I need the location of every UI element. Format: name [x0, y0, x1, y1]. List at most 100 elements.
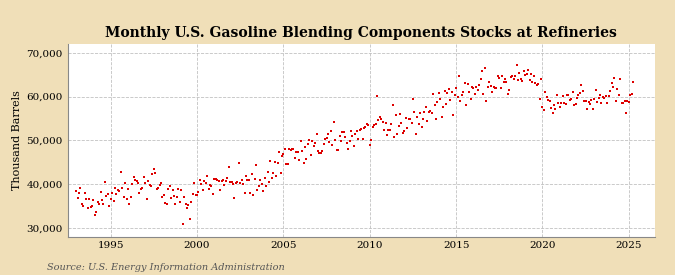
- Point: [254, 183, 265, 188]
- Point: [593, 95, 604, 100]
- Point: [360, 125, 371, 129]
- Point: [166, 196, 177, 200]
- Point: [438, 105, 449, 109]
- Point: [399, 128, 410, 133]
- Point: [556, 100, 566, 105]
- Point: [281, 162, 292, 166]
- Point: [573, 93, 584, 97]
- Point: [605, 89, 616, 93]
- Point: [297, 148, 308, 153]
- Point: [626, 92, 637, 96]
- Point: [602, 100, 613, 105]
- Point: [454, 73, 464, 78]
- Point: [479, 66, 490, 70]
- Point: [342, 141, 352, 145]
- Point: [543, 97, 554, 102]
- Point: [298, 161, 309, 165]
- Point: [455, 99, 466, 103]
- Point: [119, 180, 130, 185]
- Point: [603, 94, 614, 98]
- Point: [262, 170, 273, 174]
- Point: [419, 110, 430, 114]
- Point: [333, 148, 344, 152]
- Point: [123, 187, 134, 191]
- Point: [236, 178, 247, 182]
- Point: [265, 159, 276, 163]
- Point: [595, 92, 605, 97]
- Point: [232, 180, 243, 184]
- Point: [352, 128, 362, 133]
- Point: [369, 123, 379, 128]
- Point: [364, 142, 375, 147]
- Point: [269, 160, 280, 164]
- Point: [412, 115, 423, 119]
- Point: [190, 193, 201, 197]
- Point: [579, 98, 590, 103]
- Point: [514, 70, 525, 75]
- Point: [284, 146, 294, 151]
- Point: [315, 151, 326, 155]
- Point: [157, 194, 168, 199]
- Point: [308, 144, 319, 148]
- Point: [111, 192, 122, 196]
- Point: [596, 100, 607, 105]
- Point: [245, 190, 256, 195]
- Point: [498, 80, 509, 84]
- Point: [319, 142, 329, 146]
- Point: [376, 117, 387, 121]
- Point: [506, 75, 516, 80]
- Point: [510, 74, 520, 78]
- Point: [188, 192, 198, 197]
- Point: [85, 204, 96, 209]
- Point: [377, 120, 388, 124]
- Point: [268, 170, 279, 175]
- Point: [226, 180, 237, 184]
- Text: Source: U.S. Energy Information Administration: Source: U.S. Energy Information Administ…: [47, 263, 285, 272]
- Point: [481, 99, 492, 103]
- Point: [234, 161, 244, 165]
- Point: [387, 103, 398, 108]
- Point: [180, 202, 191, 206]
- Point: [250, 163, 261, 167]
- Point: [170, 202, 181, 207]
- Point: [591, 88, 601, 92]
- Point: [497, 74, 508, 78]
- Point: [610, 99, 621, 104]
- Point: [615, 77, 626, 81]
- Point: [343, 147, 354, 151]
- Point: [445, 98, 456, 102]
- Point: [301, 157, 312, 161]
- Point: [474, 82, 485, 87]
- Point: [507, 74, 518, 79]
- Point: [95, 189, 106, 194]
- Point: [385, 128, 396, 133]
- Point: [117, 186, 128, 190]
- Point: [194, 177, 205, 182]
- Point: [272, 160, 283, 165]
- Point: [144, 183, 155, 187]
- Point: [153, 185, 163, 190]
- Point: [346, 129, 356, 133]
- Point: [511, 62, 522, 67]
- Point: [192, 192, 202, 197]
- Point: [441, 102, 452, 106]
- Point: [348, 144, 359, 148]
- Point: [147, 172, 158, 176]
- Point: [554, 105, 565, 109]
- Point: [475, 77, 486, 81]
- Point: [264, 180, 275, 184]
- Point: [76, 202, 87, 206]
- Point: [560, 102, 571, 107]
- Point: [328, 120, 339, 125]
- Point: [104, 204, 115, 208]
- Point: [290, 156, 300, 160]
- Point: [485, 83, 496, 88]
- Point: [448, 112, 458, 117]
- Point: [321, 136, 332, 140]
- Point: [567, 90, 578, 95]
- Point: [324, 139, 335, 144]
- Point: [553, 101, 564, 105]
- Point: [72, 196, 83, 200]
- Point: [425, 109, 435, 113]
- Point: [109, 185, 120, 190]
